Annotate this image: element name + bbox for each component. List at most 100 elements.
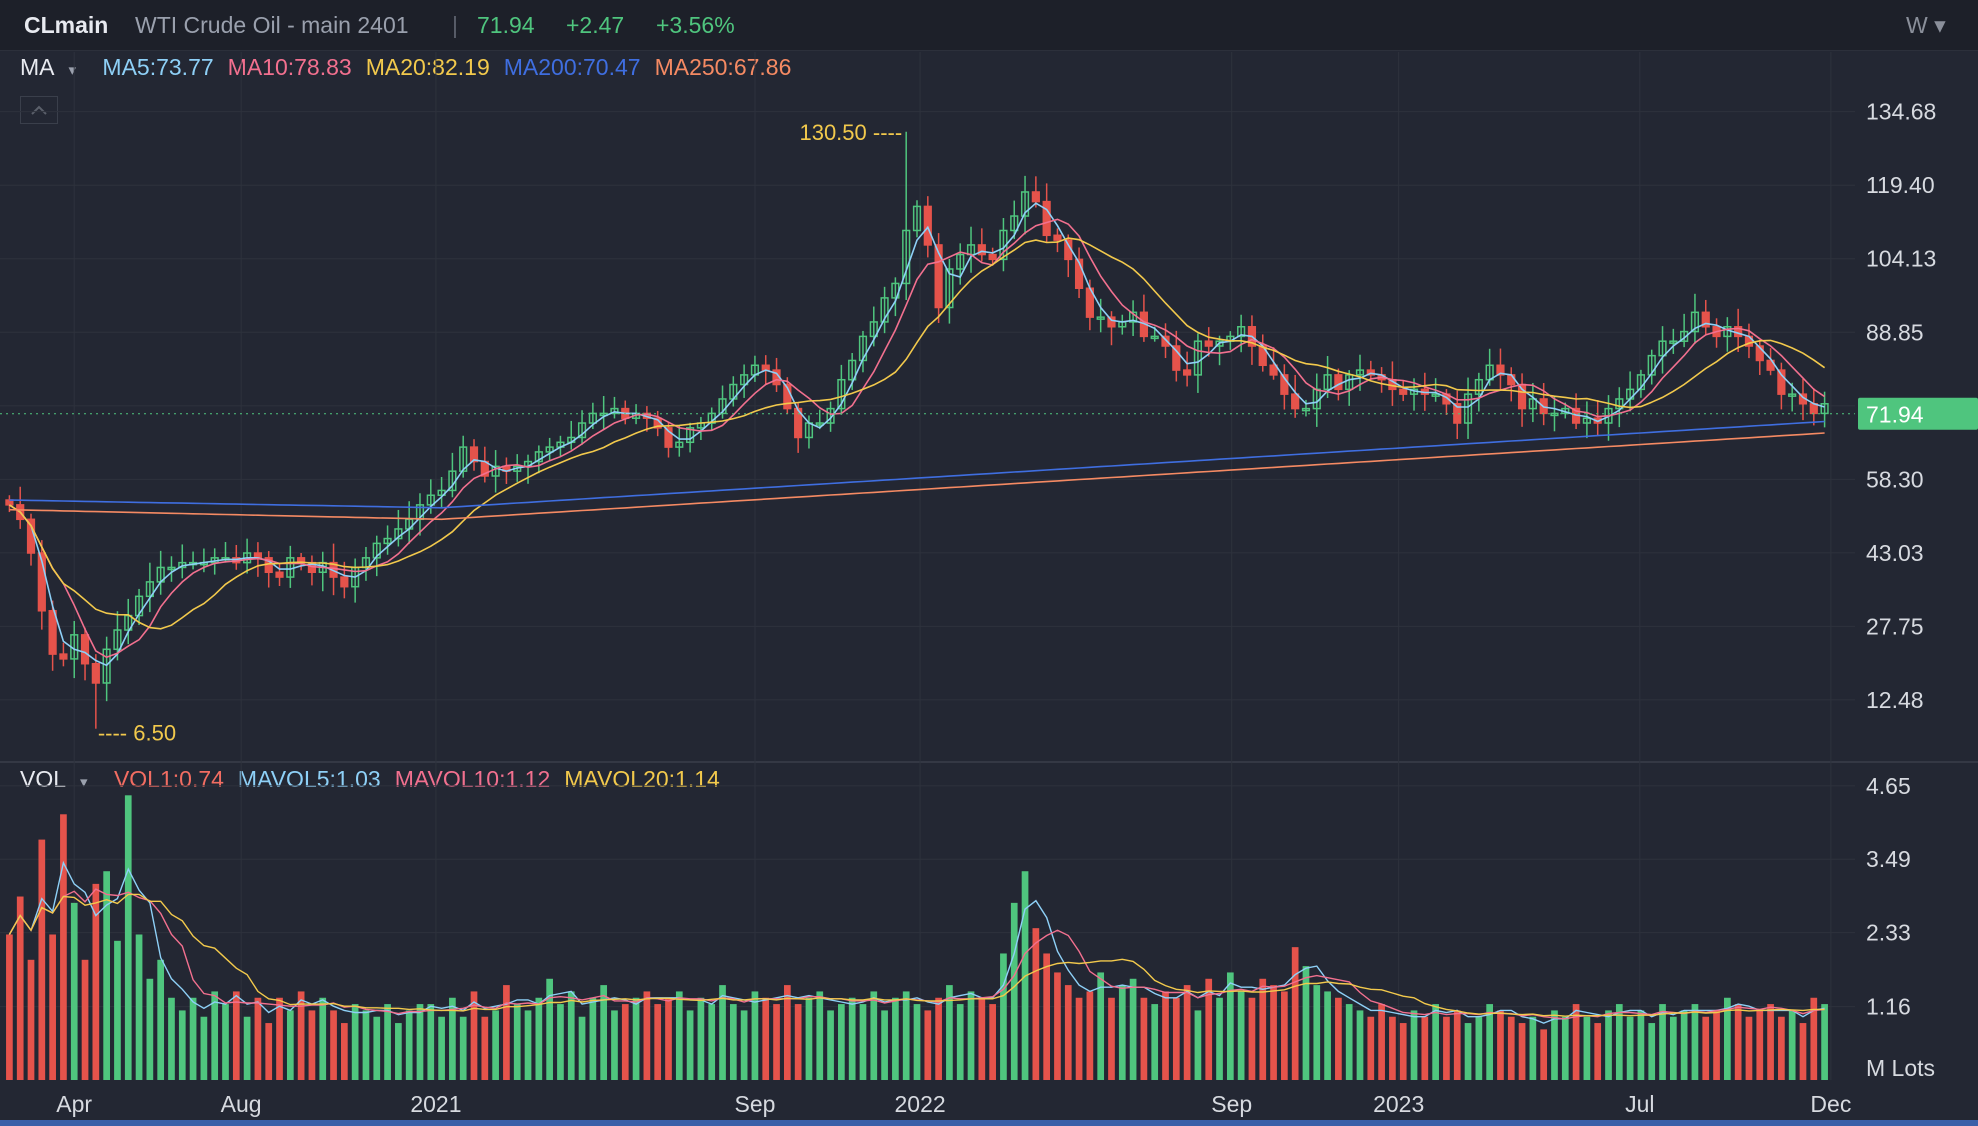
volume-bar	[168, 997, 175, 1080]
volume-bar	[557, 1004, 564, 1080]
price-tick-label: 104.13	[1866, 246, 1936, 272]
volume-tick-label: 2.33	[1866, 920, 1911, 946]
volume-bar	[1313, 985, 1321, 1080]
volume-bar	[935, 997, 942, 1080]
candle-body	[740, 374, 749, 386]
ma250-line	[9, 432, 1825, 521]
price-change-percent: +3.56%	[656, 12, 735, 38]
volume-bar	[783, 985, 791, 1080]
ma-legend: MA ▾ MA5:73.77 MA10:78.83 MA20:82.19 MA200:7…	[20, 54, 819, 81]
volume-bar	[114, 940, 121, 1080]
volume-tick-label: 4.65	[1866, 773, 1911, 799]
volume-bar	[438, 1016, 445, 1080]
price-change: +2.47	[566, 12, 625, 38]
volume-bar	[1237, 991, 1245, 1080]
candle-body	[1323, 374, 1332, 391]
candle-body	[1161, 335, 1170, 347]
candle-body	[934, 244, 943, 309]
volume-bar	[816, 991, 824, 1080]
vol-legend-item-1: MAVOL5:1.03	[237, 766, 381, 792]
volume-bar	[362, 1010, 370, 1080]
volume-bar	[1086, 991, 1094, 1080]
time-tick-label: Aug	[221, 1091, 262, 1117]
candle-body	[1507, 374, 1516, 386]
volume-bar	[157, 959, 165, 1080]
volume-bar	[643, 991, 651, 1080]
volume-bar	[124, 795, 132, 1080]
volume-bar	[1756, 1010, 1764, 1080]
ma-legend-item-4: MA250:67.86	[654, 54, 792, 80]
volume-bar	[967, 991, 975, 1080]
volume-bar	[427, 1004, 435, 1080]
price-tick-label: 58.30	[1866, 466, 1924, 492]
ma-indicator-caret[interactable]: ▾	[68, 62, 77, 79]
candle-body	[167, 566, 176, 571]
candle-body	[1291, 393, 1300, 410]
volume-bar	[600, 985, 608, 1080]
volume-bar	[794, 1004, 802, 1080]
volume-bar	[848, 997, 856, 1080]
volume-bar	[567, 991, 575, 1080]
volume-bar	[654, 1004, 662, 1080]
candle-body	[1150, 335, 1159, 340]
ma20-line	[8, 237, 1826, 630]
volume-bar	[1356, 1010, 1364, 1080]
volume-bar	[859, 1004, 867, 1080]
candle-body	[1463, 393, 1473, 424]
candle-body	[1766, 359, 1775, 371]
volume-bar	[1172, 997, 1180, 1080]
candle-body	[956, 253, 965, 270]
vol-indicator-label[interactable]: VOL	[20, 766, 67, 792]
candle-body	[1755, 345, 1764, 362]
candle-body	[1193, 340, 1203, 376]
symbol-label[interactable]: CLmain	[24, 12, 109, 38]
volume-bar	[1410, 1010, 1418, 1080]
candle-body	[1474, 378, 1483, 395]
volume-bar	[1108, 997, 1115, 1080]
volume-bar	[1345, 1004, 1353, 1080]
volume-bar	[989, 1004, 996, 1080]
volume-bar	[1821, 1004, 1828, 1080]
candle-body	[1334, 374, 1343, 391]
volume-bar	[762, 997, 770, 1080]
volume-bar	[956, 1004, 964, 1080]
candle-body	[1582, 417, 1591, 424]
candle-body	[1366, 369, 1375, 376]
volume-tick-label: 3.49	[1866, 846, 1911, 872]
volume-bar	[1734, 1004, 1742, 1080]
volume-bar	[1216, 997, 1223, 1080]
volume-bar	[675, 991, 683, 1080]
volume-bar	[1561, 1016, 1569, 1080]
ma-legend-item-0: MA5:73.77	[102, 54, 214, 80]
volume-bar	[1475, 1016, 1483, 1080]
volume-bar	[1669, 1016, 1677, 1080]
volume-bar	[178, 1010, 186, 1080]
time-tick-label: 2023	[1373, 1091, 1424, 1117]
volume-bar	[1594, 1023, 1602, 1080]
volume-unit-label: M Lots	[1866, 1055, 1935, 1081]
vol-indicator-caret[interactable]: ▾	[80, 774, 88, 791]
volume-bar	[924, 1010, 932, 1080]
volume-bar	[632, 997, 640, 1080]
volume-bar	[351, 1004, 359, 1080]
candle-body	[1647, 354, 1656, 376]
volume-bar	[222, 1004, 229, 1080]
candle-body	[469, 446, 479, 463]
current-price-tag-bg	[1858, 397, 1978, 430]
period-selector[interactable]: W ▾	[1906, 12, 1946, 38]
volume-bar	[60, 814, 67, 1080]
price-tick-label: 88.85	[1866, 319, 1924, 345]
volume-bar	[492, 1010, 499, 1080]
vol-legend-item-2: MAVOL10:1.12	[394, 766, 551, 792]
volume-bar	[665, 997, 672, 1080]
volume-bar	[1075, 997, 1083, 1080]
volume-bar	[1205, 978, 1213, 1080]
volume-bar	[265, 1023, 273, 1080]
candle-body	[1280, 374, 1289, 395]
candle-body	[1690, 311, 1700, 333]
volume-bar	[1745, 1016, 1753, 1080]
volume-bar	[1118, 985, 1126, 1080]
mavol20-line	[8, 893, 1825, 1017]
ma-indicator-label[interactable]: MA	[20, 54, 55, 80]
